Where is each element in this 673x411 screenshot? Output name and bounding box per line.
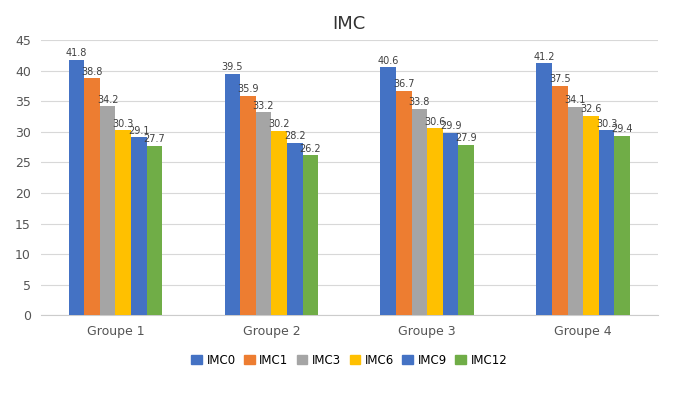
Bar	[380, 67, 396, 316]
Text: 34.2: 34.2	[97, 95, 118, 105]
Bar	[614, 136, 630, 316]
Text: 38.8: 38.8	[81, 67, 103, 76]
Text: 37.5: 37.5	[549, 74, 571, 85]
Text: 30.3: 30.3	[112, 118, 134, 129]
Text: 41.8: 41.8	[66, 48, 87, 58]
Text: 28.2: 28.2	[284, 132, 306, 141]
Text: 36.7: 36.7	[393, 79, 415, 89]
Text: 29.1: 29.1	[128, 126, 149, 136]
Bar	[271, 131, 287, 316]
Bar	[412, 109, 427, 316]
Legend: IMC0, IMC1, IMC3, IMC6, IMC9, IMC12: IMC0, IMC1, IMC3, IMC6, IMC9, IMC12	[186, 349, 512, 371]
Bar	[84, 78, 100, 316]
Bar	[116, 130, 131, 316]
Bar	[287, 143, 303, 316]
Text: 29.9: 29.9	[440, 121, 462, 131]
Text: 35.9: 35.9	[237, 84, 258, 94]
Text: 39.5: 39.5	[221, 62, 243, 72]
Bar	[427, 128, 443, 316]
Bar	[536, 63, 552, 316]
Text: 26.2: 26.2	[299, 143, 321, 154]
Text: 27.7: 27.7	[143, 134, 166, 144]
Bar	[396, 91, 412, 316]
Bar	[225, 74, 240, 316]
Bar	[443, 132, 458, 316]
Text: 30.6: 30.6	[425, 117, 446, 127]
Bar	[583, 116, 599, 316]
Text: 33.8: 33.8	[409, 97, 430, 107]
Text: 30.3: 30.3	[596, 118, 617, 129]
Bar	[552, 86, 567, 316]
Text: 33.2: 33.2	[253, 101, 275, 111]
Bar	[567, 107, 583, 316]
Bar	[131, 137, 147, 316]
Bar	[256, 112, 271, 316]
Text: 34.1: 34.1	[565, 95, 586, 105]
Text: 29.4: 29.4	[611, 124, 633, 134]
Text: 27.9: 27.9	[456, 133, 477, 143]
Text: 30.2: 30.2	[269, 119, 290, 129]
Bar	[303, 155, 318, 316]
Bar	[147, 146, 162, 316]
Bar	[240, 96, 256, 316]
Text: 32.6: 32.6	[580, 104, 602, 114]
Text: 41.2: 41.2	[534, 52, 555, 62]
Bar	[599, 130, 614, 316]
Bar	[100, 106, 116, 316]
Text: 40.6: 40.6	[378, 55, 399, 65]
Bar	[458, 145, 474, 316]
Bar	[69, 60, 84, 316]
Title: IMC: IMC	[332, 15, 366, 33]
